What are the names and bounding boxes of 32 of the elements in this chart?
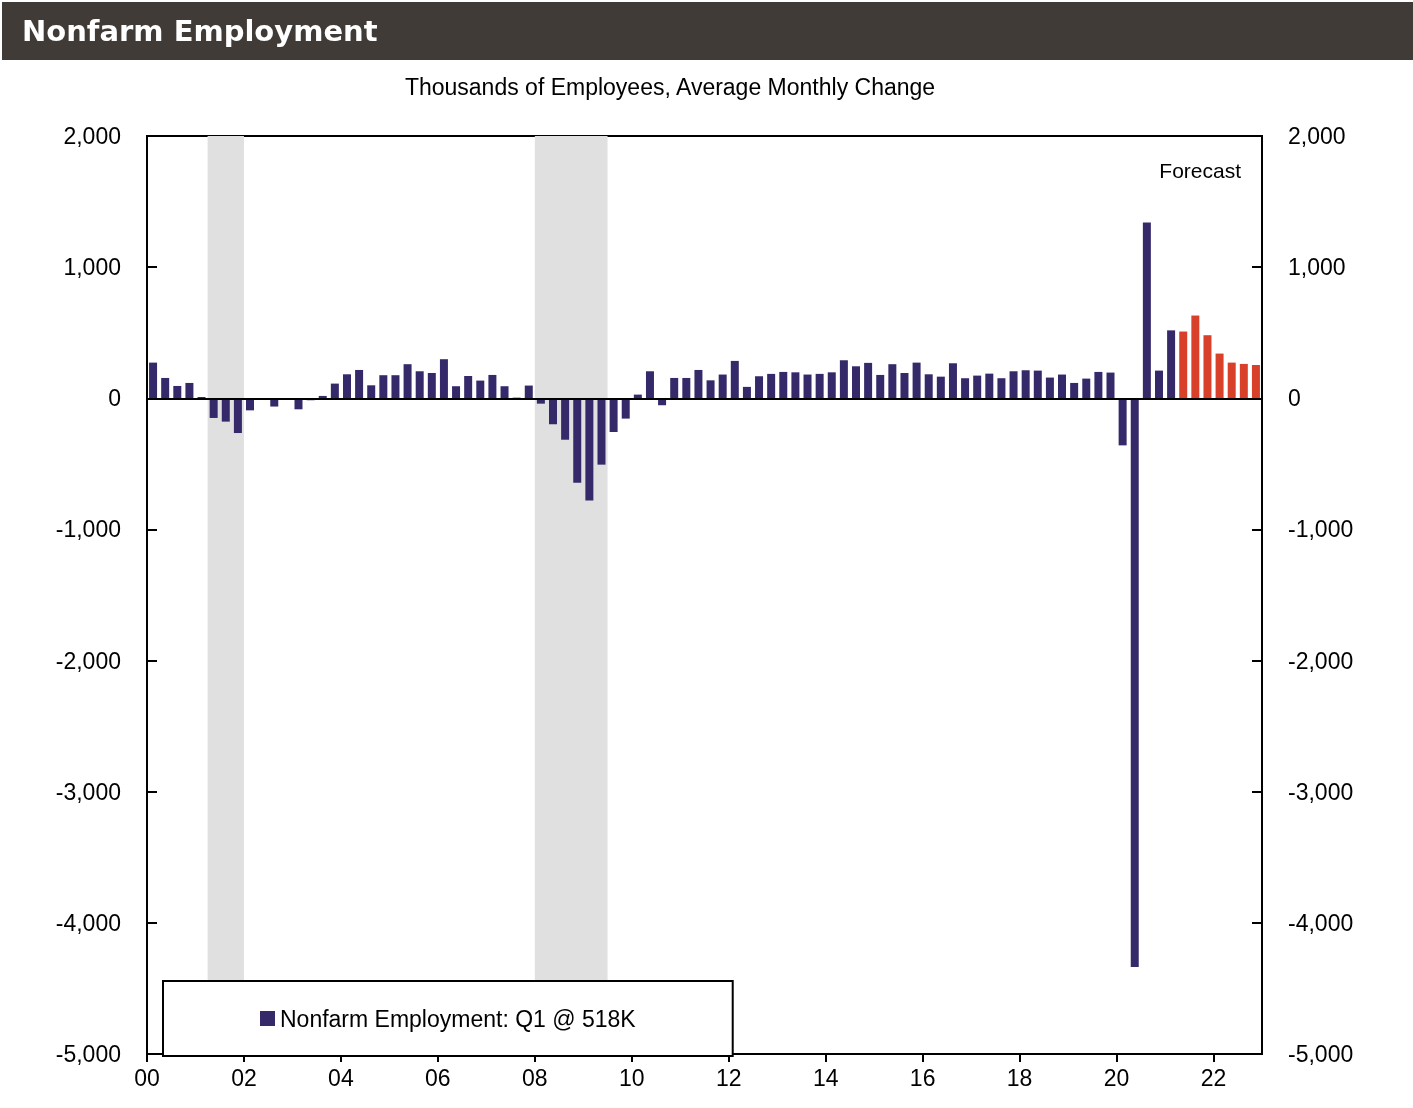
y-tick-label: -2,000	[55, 647, 121, 674]
chart-title: Nonfarm Employment	[2, 2, 1413, 60]
y-tick-label: -4,000	[55, 909, 121, 936]
y2-tick-label: -5,000	[1288, 1041, 1354, 1067]
x-tick-label: 22	[1200, 1064, 1227, 1091]
y2-tick-label: -2,000	[1288, 647, 1354, 674]
y-tick-label: 0	[108, 385, 121, 412]
y2-tick-label: 2,000	[1288, 123, 1346, 149]
x-tick-label: 10	[618, 1064, 645, 1091]
chart-subtitle: Thousands of Employees, Average Monthly Change	[404, 73, 936, 100]
x-tick-label: 00	[134, 1064, 160, 1091]
y-tick-label: -5,000	[55, 1041, 121, 1067]
y-tick-label: 1,000	[63, 254, 121, 281]
y2-tick-label: 0	[1288, 385, 1301, 412]
y2-tick-label: -4,000	[1288, 909, 1354, 936]
y-tick-label: -3,000	[55, 778, 121, 805]
y2-tick-label: -3,000	[1288, 778, 1354, 805]
legend-label: Nonfarm Employment: Q1 @ 518K	[280, 1005, 637, 1032]
y-tick-label: -1,000	[55, 516, 121, 543]
x-tick-label: 20	[1103, 1064, 1130, 1091]
x-tick-label: 06	[425, 1064, 451, 1091]
x-tick-label: 16	[909, 1064, 936, 1091]
y2-tick-label: 1,000	[1288, 254, 1346, 281]
annotation: Forecast	[1159, 159, 1242, 182]
x-tick-label: 14	[812, 1064, 839, 1091]
y-tick-label: 2,000	[63, 123, 121, 149]
x-tick-label: 02	[231, 1064, 257, 1091]
x-tick-label: 12	[715, 1064, 742, 1091]
x-tick-label: 08	[522, 1064, 548, 1091]
x-tick-label: 04	[328, 1064, 354, 1091]
y2-tick-label: -1,000	[1288, 516, 1354, 543]
x-tick-label: 18	[1006, 1064, 1033, 1091]
